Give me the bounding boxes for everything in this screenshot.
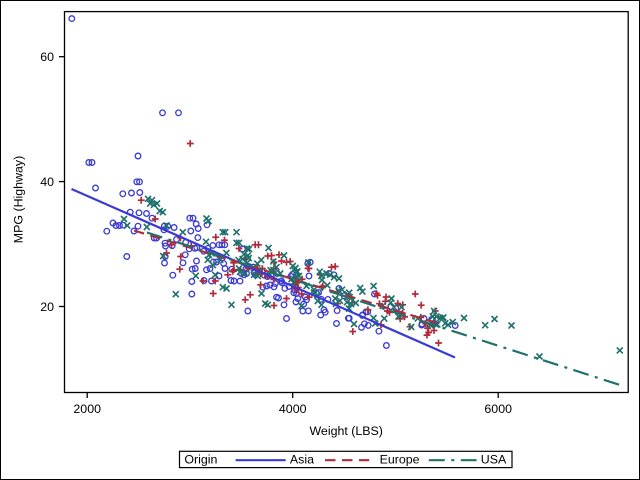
svg-text:Weight (LBS): Weight (LBS) (309, 424, 382, 438)
svg-text:6000: 6000 (484, 402, 512, 416)
svg-text:Asia: Asia (290, 453, 314, 467)
svg-text:MPG (Highway): MPG (Highway) (11, 156, 25, 243)
svg-text:40: 40 (40, 175, 54, 189)
svg-text:60: 60 (40, 50, 54, 64)
svg-text:2000: 2000 (73, 402, 101, 416)
svg-text:Origin: Origin (184, 453, 217, 467)
svg-text:USA: USA (481, 453, 507, 467)
svg-text:Europe: Europe (380, 453, 420, 467)
svg-text:20: 20 (40, 300, 54, 314)
svg-text:4000: 4000 (279, 402, 307, 416)
